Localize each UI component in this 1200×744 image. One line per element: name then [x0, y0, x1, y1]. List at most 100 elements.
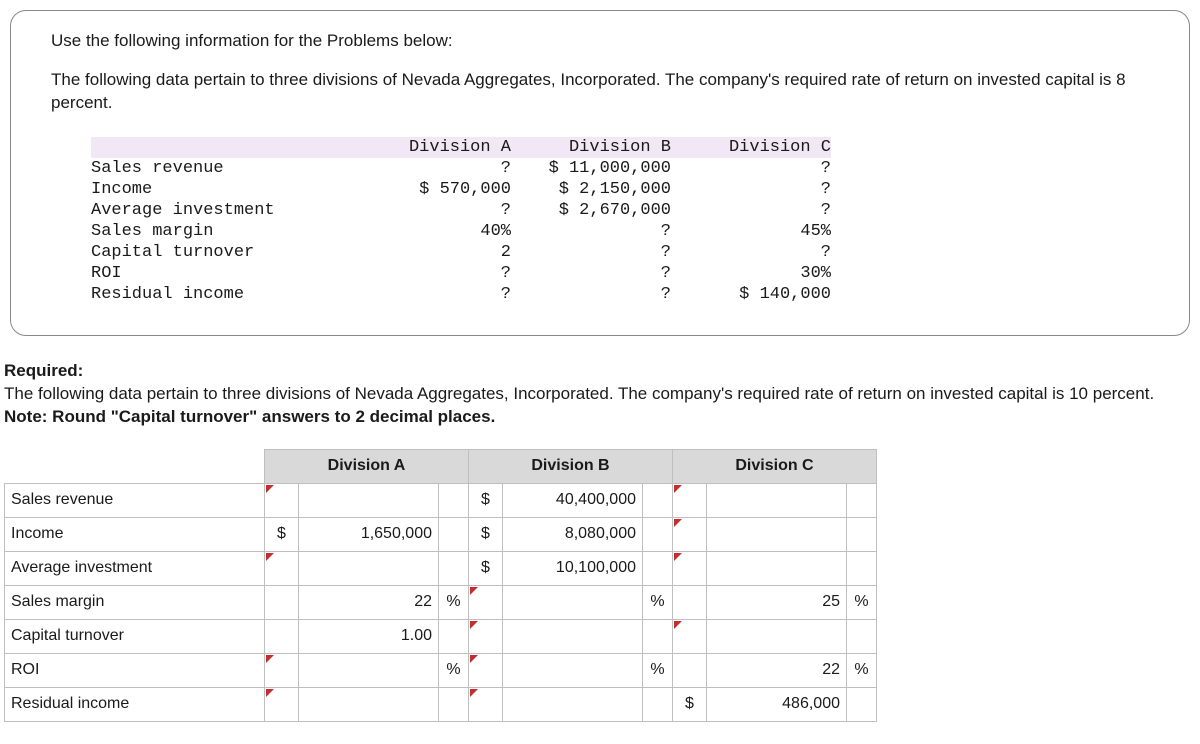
value-input[interactable]: 40,400,000 — [503, 483, 643, 517]
given-cell: ? — [671, 242, 831, 263]
value-input[interactable]: 1,650,000 — [299, 517, 439, 551]
value-input[interactable] — [503, 585, 643, 619]
given-cell: 40% — [351, 221, 511, 242]
unit-cell — [643, 517, 673, 551]
unit-cell — [439, 619, 469, 653]
given-cell: ? — [351, 263, 511, 284]
given-cell: ? — [511, 263, 671, 284]
currency-cell[interactable] — [265, 585, 299, 619]
value-input[interactable] — [707, 619, 847, 653]
currency-cell[interactable]: $ — [469, 483, 503, 517]
given-cell: ? — [351, 284, 511, 305]
unit-cell: % — [439, 653, 469, 687]
currency-cell[interactable] — [469, 687, 503, 721]
currency-cell[interactable] — [265, 483, 299, 517]
unit-cell — [439, 551, 469, 585]
currency-cell[interactable]: $ — [469, 551, 503, 585]
given-row-label: Income — [91, 179, 351, 200]
given-row-label: Residual income — [91, 284, 351, 305]
given-cell: ? — [671, 158, 831, 179]
table-row: Residual income $ 486,000 — [5, 687, 877, 721]
unit-cell — [847, 483, 877, 517]
given-row-label: Sales revenue — [91, 158, 351, 179]
value-input[interactable] — [299, 483, 439, 517]
entry-table: Division A Division B Division C Sales r… — [4, 449, 877, 722]
given-header-a: Division A — [351, 137, 511, 158]
table-row: ROI % % 22 % — [5, 653, 877, 687]
row-label: Residual income — [5, 687, 265, 721]
table-row: Capital turnover 1.00 — [5, 619, 877, 653]
value-input[interactable]: 25 — [707, 585, 847, 619]
edit-triangle-icon — [674, 485, 682, 493]
given-cell: ? — [511, 221, 671, 242]
row-label: Average investment — [5, 551, 265, 585]
edit-triangle-icon — [266, 553, 274, 561]
table-row: Sales revenue $ 40,400,000 — [5, 483, 877, 517]
currency-cell[interactable] — [673, 619, 707, 653]
given-row-label: ROI — [91, 263, 351, 284]
row-label: Capital turnover — [5, 619, 265, 653]
unit-cell: % — [439, 585, 469, 619]
value-input[interactable]: 486,000 — [707, 687, 847, 721]
edit-triangle-icon — [266, 689, 274, 697]
note-body: Round "Capital turnover" answers to 2 de… — [52, 407, 495, 426]
entry-header-b: Division B — [469, 449, 673, 483]
edit-triangle-icon — [674, 553, 682, 561]
value-input[interactable] — [503, 619, 643, 653]
currency-cell[interactable]: $ — [469, 517, 503, 551]
value-input[interactable]: 22 — [299, 585, 439, 619]
value-input[interactable] — [707, 551, 847, 585]
given-data-table: Division A Division B Division C Sales r… — [91, 137, 831, 305]
given-row-label: Average investment — [91, 200, 351, 221]
currency-cell[interactable] — [469, 653, 503, 687]
given-cell: $ 570,000 — [351, 179, 511, 200]
value-input[interactable] — [299, 687, 439, 721]
given-cell: ? — [671, 200, 831, 221]
given-cell: ? — [351, 158, 511, 179]
edit-triangle-icon — [470, 655, 478, 663]
currency-cell[interactable] — [673, 585, 707, 619]
edit-triangle-icon — [674, 621, 682, 629]
value-input[interactable]: 8,080,000 — [503, 517, 643, 551]
description-text: The following data pertain to three divi… — [51, 69, 1149, 115]
table-row: Average investment $ 10,100,000 — [5, 551, 877, 585]
value-input[interactable] — [299, 653, 439, 687]
value-input[interactable]: 1.00 — [299, 619, 439, 653]
currency-cell[interactable]: $ — [265, 517, 299, 551]
edit-triangle-icon — [470, 621, 478, 629]
unit-cell — [847, 619, 877, 653]
currency-cell[interactable] — [673, 517, 707, 551]
currency-cell[interactable] — [673, 551, 707, 585]
required-note: Note: Round "Capital turnover" answers t… — [4, 406, 1200, 429]
currency-cell[interactable] — [469, 619, 503, 653]
value-input[interactable] — [503, 687, 643, 721]
currency-cell[interactable] — [265, 653, 299, 687]
given-header-b: Division B — [511, 137, 671, 158]
unit-cell: % — [643, 585, 673, 619]
value-input[interactable]: 10,100,000 — [503, 551, 643, 585]
unit-cell: % — [847, 585, 877, 619]
table-row: Sales margin 22 % % 25 % — [5, 585, 877, 619]
given-cell: ? — [351, 200, 511, 221]
currency-cell[interactable]: $ — [673, 687, 707, 721]
edit-triangle-icon — [470, 587, 478, 595]
given-cell: $ 11,000,000 — [511, 158, 671, 179]
row-label: Income — [5, 517, 265, 551]
value-input[interactable] — [707, 483, 847, 517]
unit-cell — [643, 483, 673, 517]
value-input[interactable] — [299, 551, 439, 585]
required-text: The following data pertain to three divi… — [4, 383, 1200, 406]
currency-cell[interactable] — [673, 483, 707, 517]
value-input[interactable] — [503, 653, 643, 687]
currency-cell[interactable] — [265, 619, 299, 653]
value-input[interactable] — [707, 517, 847, 551]
currency-cell[interactable] — [265, 551, 299, 585]
currency-cell[interactable] — [469, 585, 503, 619]
value-input[interactable]: 22 — [707, 653, 847, 687]
unit-cell — [847, 551, 877, 585]
entry-header-a: Division A — [265, 449, 469, 483]
given-cell: 30% — [671, 263, 831, 284]
currency-cell[interactable] — [265, 687, 299, 721]
unit-cell — [643, 687, 673, 721]
currency-cell[interactable] — [673, 653, 707, 687]
